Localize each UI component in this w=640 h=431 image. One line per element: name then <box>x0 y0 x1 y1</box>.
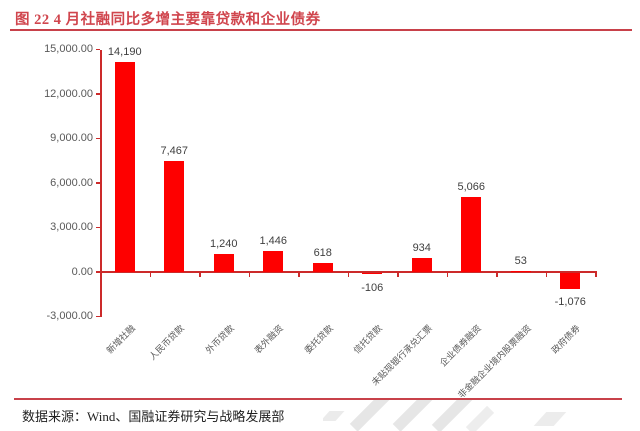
x-category-label: 新增社融 <box>104 323 137 356</box>
footer-divider <box>14 398 622 400</box>
x-axis-tick <box>496 272 498 277</box>
figure-title: 图 22 4 月社融同比多增主要靠贷款和企业债券 <box>15 12 321 28</box>
bar-value-label: 618 <box>313 246 332 259</box>
y-axis-tick <box>96 182 100 184</box>
bar <box>164 161 185 272</box>
y-axis-label: 15,000.00 <box>44 43 93 55</box>
x-category-label: 外币贷款 <box>203 323 236 356</box>
watermark-shape <box>465 405 495 431</box>
x-axis-tick <box>446 272 448 277</box>
x-axis-tick <box>397 272 399 277</box>
bar <box>461 196 482 272</box>
y-axis-label: 12,000.00 <box>44 87 93 100</box>
watermark-logo <box>323 399 573 431</box>
bar <box>362 272 383 275</box>
bar <box>312 262 333 272</box>
bar <box>510 271 531 272</box>
x-axis-tick <box>149 272 151 277</box>
x-axis-tick <box>595 272 597 277</box>
bar-value-label: 934 <box>412 242 431 255</box>
y-axis-label: 6,000.00 <box>50 176 93 189</box>
y-axis-tick <box>96 226 100 229</box>
y-axis-label: 0.00 <box>71 265 93 278</box>
x-category-label: 信托贷款 <box>351 323 385 356</box>
bar <box>213 253 234 272</box>
bar-chart: 15,000.00 12,000.00 9,000.00 6,000.00 3,000.… <box>44 43 597 400</box>
title-divider <box>10 29 632 31</box>
y-axis-label: -3,000.00 <box>46 310 93 322</box>
y-axis-label: 3,000.00 <box>50 221 93 233</box>
bar <box>560 272 581 289</box>
x-axis-tick <box>545 272 547 277</box>
x-category-label: 委托贷款 <box>302 323 335 356</box>
bar-value-label: 7,467 <box>160 145 189 158</box>
y-axis-tick <box>96 137 100 140</box>
watermark-shape <box>392 399 438 431</box>
y-axis-tick <box>96 48 100 51</box>
x-category-label: 政府债券 <box>549 323 583 356</box>
watermark-shape <box>349 399 391 431</box>
x-axis-tick <box>199 272 201 277</box>
x-category-label: 人民币贷款 <box>147 323 187 362</box>
bar <box>263 250 284 272</box>
watermark-shape <box>323 411 345 421</box>
y-axis-tick <box>96 315 100 318</box>
data-source: 数据来源：Wind、国融证券研究与战略发展部 <box>22 409 285 424</box>
bar-value-label: -106 <box>361 281 384 294</box>
x-axis-tick <box>298 272 300 277</box>
bar-value-label: 1,446 <box>259 234 288 247</box>
bar-value-label: 14,190 <box>107 45 142 58</box>
y-axis-label: 9,000.00 <box>50 132 93 144</box>
x-axis-tick <box>248 272 250 277</box>
x-category-label: 企业债券融资 <box>438 323 484 369</box>
x-category-label: 表外融资 <box>252 323 286 356</box>
y-axis-tick <box>96 93 100 95</box>
bar-value-label: 5,066 <box>457 180 486 193</box>
y-axis-tick <box>96 271 100 273</box>
bar-value-label: -1,076 <box>554 295 586 308</box>
x-axis-tick <box>347 272 349 277</box>
bar-value-label: 1,240 <box>209 237 238 250</box>
bar <box>411 258 432 272</box>
x-axis-tick <box>100 272 102 277</box>
y-axis-line <box>100 49 102 317</box>
bar-value-label: 53 <box>514 255 527 267</box>
bar <box>114 61 135 272</box>
